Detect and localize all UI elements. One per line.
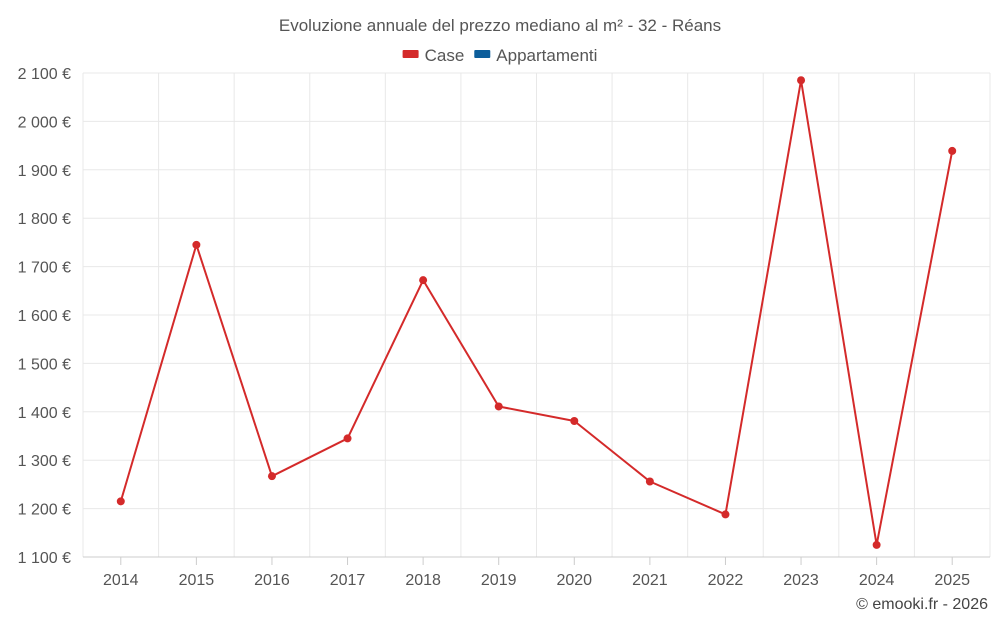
x-tick-label: 2020	[556, 572, 592, 589]
y-tick-label: 1 500 €	[18, 356, 71, 373]
x-tick-label: 2025	[934, 572, 970, 589]
y-tick-label: 1 900 €	[18, 163, 71, 180]
x-tick-label: 2023	[783, 572, 819, 589]
legend-swatch	[402, 50, 419, 58]
legend-swatch	[474, 50, 491, 58]
data-point	[721, 510, 730, 519]
y-tick-label: 1 600 €	[18, 308, 71, 325]
x-tick-label: 2018	[405, 572, 441, 589]
x-tick-label: 2015	[179, 572, 215, 589]
y-tick-label: 1 800 €	[18, 211, 71, 228]
chart-legend: Case Appartamenti	[402, 46, 597, 65]
x-tick-label: 2017	[330, 572, 366, 589]
series-line-case	[119, 79, 954, 546]
grid-lines	[82, 72, 991, 558]
legend-label: Case	[425, 46, 465, 65]
data-point	[872, 540, 881, 549]
legend-label: Appartamenti	[496, 46, 597, 65]
y-tick-label: 1 300 €	[18, 453, 71, 470]
x-tick-label: 2014	[103, 572, 139, 589]
data-point	[948, 146, 957, 155]
y-tick-label: 2 000 €	[18, 114, 71, 131]
data-point	[797, 76, 806, 85]
data-point	[494, 402, 503, 411]
y-tick-label: 2 100 €	[18, 66, 71, 83]
data-point	[570, 416, 579, 425]
x-tick-label: 2022	[708, 572, 744, 589]
y-tick-label: 1 400 €	[18, 405, 71, 422]
y-tick-label: 1 100 €	[18, 550, 71, 567]
data-point	[192, 240, 201, 249]
legend-item-appartamenti: Appartamenti	[474, 46, 597, 65]
x-tick-label: 2021	[632, 572, 668, 589]
x-tick-label: 2019	[481, 572, 517, 589]
data-point	[343, 434, 352, 443]
y-tick-label: 1 200 €	[18, 502, 71, 519]
data-point	[267, 472, 276, 481]
data-point	[419, 276, 428, 285]
x-tick-label: 2016	[254, 572, 290, 589]
data-point	[116, 497, 125, 506]
chart-title: Evoluzione annuale del prezzo mediano al…	[279, 16, 721, 35]
x-tick-label: 2024	[859, 572, 895, 589]
series-layer	[116, 76, 957, 549]
data-point	[645, 477, 654, 486]
axes: 1 100 € 1 200 € 1 300 € 1 400 € 1 500 € 1 600…	[18, 66, 990, 589]
y-tick-label: 1 700 €	[18, 260, 71, 277]
legend-item-case: Case	[402, 46, 465, 65]
credit-text: © emooki.fr - 2026	[856, 596, 988, 613]
